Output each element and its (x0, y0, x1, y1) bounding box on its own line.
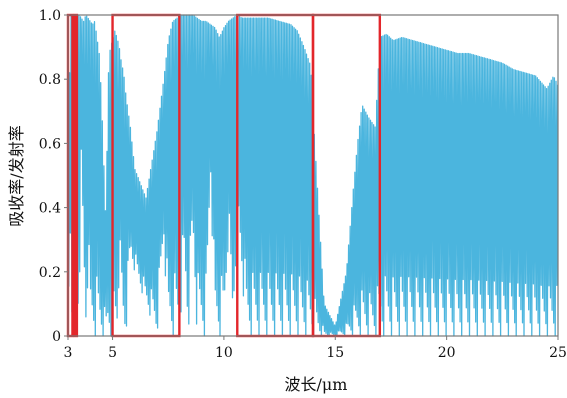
highlight-window-2 (73, 13, 79, 338)
y-tick-label: 0.6 (39, 136, 61, 152)
x-axis-title: 波长/μm (285, 375, 348, 394)
x-tick-label: 20 (438, 345, 456, 361)
y-tick-label: 0.2 (39, 265, 61, 281)
axes-group (67, 14, 559, 337)
plot-frame (67, 14, 559, 337)
x-tick-label: 3 (64, 345, 73, 361)
x-tick-label: 15 (326, 345, 344, 361)
y-axis-title: 吸收率/发射率 (7, 125, 26, 226)
x-tick-label: 10 (215, 345, 233, 361)
x-tick-label: 25 (549, 345, 567, 361)
x-tick-label: 5 (108, 345, 117, 361)
tick-group: 3 5 10 15 20 25 0 0.2 0.4 0.6 0.8 1.0 (39, 8, 567, 361)
y-tick-label: 0.8 (39, 72, 61, 88)
y-tick-label: 1.0 (39, 8, 61, 24)
y-tick-label: 0 (52, 329, 61, 345)
y-tick-label: 0.4 (39, 201, 61, 217)
